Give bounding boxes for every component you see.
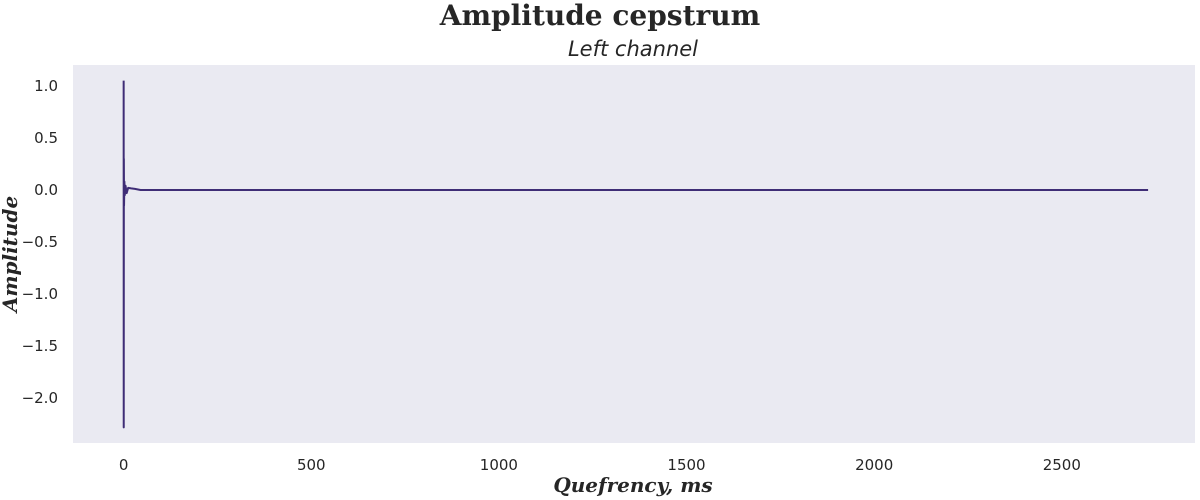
x-tick-label: 0 bbox=[119, 456, 129, 474]
y-axis-label: Amplitude bbox=[0, 196, 22, 314]
figure-suptitle: Amplitude cepstrum bbox=[439, 0, 761, 32]
y-tick-label: 0.0 bbox=[34, 181, 58, 199]
x-tick-label: 1000 bbox=[480, 456, 518, 474]
y-axis-ticks: 1.0 0.5 0.0 −0.5 −1.0 −1.5 −2.0 bbox=[22, 77, 58, 407]
y-tick-label: 1.0 bbox=[34, 77, 58, 95]
data-lines bbox=[122, 80, 1149, 429]
chart-title: Left channel bbox=[568, 37, 698, 61]
y-tick-label: −1.5 bbox=[22, 337, 58, 355]
x-axis-label: Quefrency, ms bbox=[553, 473, 712, 497]
x-tick-label: 2000 bbox=[855, 456, 893, 474]
series-line-0 bbox=[122, 80, 1149, 429]
plot-area bbox=[73, 65, 1195, 443]
x-tick-label: 500 bbox=[297, 456, 326, 474]
x-tick-label: 2500 bbox=[1043, 456, 1081, 474]
y-tick-label: 0.5 bbox=[34, 129, 58, 147]
y-tick-label: −0.5 bbox=[22, 233, 58, 251]
y-tick-label: −1.0 bbox=[22, 285, 58, 303]
x-tick-label: 1500 bbox=[667, 456, 705, 474]
x-axis-ticks: 0 500 1000 1500 2000 2500 bbox=[119, 456, 1081, 474]
y-tick-label: −2.0 bbox=[22, 389, 58, 407]
